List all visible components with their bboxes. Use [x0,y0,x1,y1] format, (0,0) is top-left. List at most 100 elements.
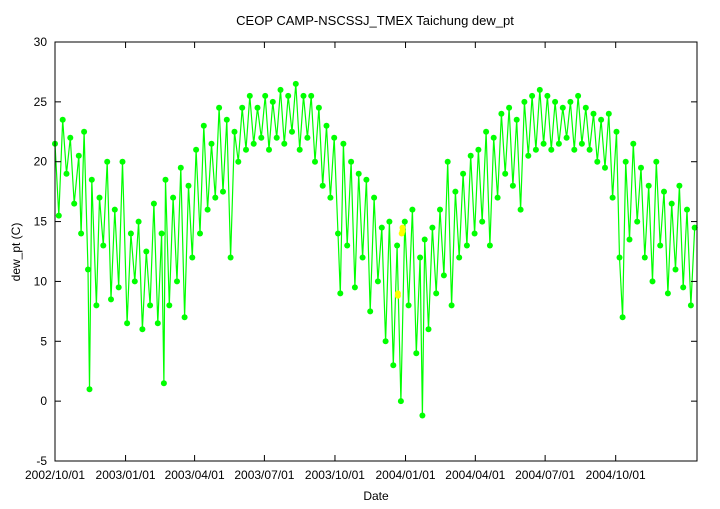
series-0-point [463,242,470,249]
series-0-point [490,134,497,141]
series-0-point [258,134,265,141]
series-0-point [235,158,242,165]
series-0-point [93,302,100,309]
series-0-point [337,290,344,297]
series-0-point [684,206,690,213]
series-0-point [262,92,269,99]
series-0-point [680,284,687,291]
series-0-point [131,278,138,285]
series-0-point [433,290,440,297]
series-0-point [475,146,482,153]
series-0-point [540,140,547,147]
series-0-point [371,194,378,201]
series-0-point [471,230,478,237]
series-0-point [344,242,351,249]
series-0-point [494,194,501,201]
y-axis-label: dew_pt (C) [9,223,23,282]
series-0-point [331,134,338,141]
series-0-point [586,146,593,153]
series-0-point [359,254,366,261]
x-tick-label: 2004/07/01 [515,468,575,482]
series-0-point [567,98,574,105]
series-0-point [691,224,698,231]
series-0-point [300,92,307,99]
series-0-point [413,350,420,357]
series-0-point [417,254,424,261]
series-0-point [653,158,660,165]
series-0-point [63,170,70,177]
series-0-point [75,152,82,159]
series-0-point [456,254,463,261]
series-0-point [277,86,284,93]
series-0-point [266,146,272,153]
series-0-point [483,128,490,135]
series-0-point [460,170,467,177]
series-0-point [452,188,459,195]
series-0-point [378,224,385,231]
series-0-point [177,164,184,171]
x-axis-label: Date [363,489,389,503]
series-0-point [119,158,126,165]
series-0-point [319,182,326,189]
series-0-point [269,98,276,105]
y-tick-label: 30 [34,35,48,49]
series-0-point [661,188,667,195]
series-0-point [96,194,103,201]
series-0-point [419,412,426,419]
series-0-point [582,104,589,111]
series-0-point [243,146,249,153]
x-tick-label: 2004/01/01 [375,468,435,482]
series-0-point [421,236,428,243]
series-0-point [645,182,652,189]
series-0-point [506,104,513,111]
series-0-point [135,218,142,225]
series-0-point [115,284,122,291]
series-0-point [664,290,671,297]
series-0-point [216,104,223,111]
series-0-point [100,242,107,249]
series-1-point [398,230,405,237]
series-0-point [672,266,679,273]
series-0-point [246,92,253,99]
series-0-point [355,170,362,177]
series-0-point [200,122,207,129]
series-0-point [124,320,131,327]
series-0-point [386,218,393,225]
series-0-point [552,98,559,105]
series-0-point [390,362,397,369]
series-0-point [613,128,620,135]
series-0-point [425,326,432,333]
series-0-point [220,188,226,195]
series-0-point [657,242,664,249]
series-0-point [429,224,436,231]
series-0-point [517,206,524,213]
series-0-point [285,92,292,99]
x-tick-label: 2002/10/01 [25,468,85,482]
series-0-point [88,176,95,183]
y-tick-label: 10 [34,274,48,288]
series-0-point [181,314,188,321]
series-0-point [509,182,516,189]
series-0-point [467,152,474,159]
series-0-point [348,158,355,165]
chart-title: CEOP CAMP-NSCSSJ_TMEX Taichung dew_pt [236,13,514,28]
y-tick-label: 25 [34,95,48,109]
series-0-point [616,254,623,261]
series-0-point [374,278,381,285]
series-0-point [513,116,520,123]
series-0-point [363,176,370,183]
series-0-point [626,236,633,243]
series-0-point [571,146,578,153]
series-0-point [315,104,322,111]
series-0-point [525,152,532,159]
x-tick-label: 2003/04/01 [165,468,225,482]
series-0-point [111,206,118,213]
series-0-point [602,164,608,171]
x-tick-label: 2003/01/01 [96,468,156,482]
series-0-point [578,140,585,147]
series-0-point [397,398,404,405]
x-tick-label: 2004/10/01 [586,468,646,482]
series-0-point [193,146,200,153]
series-0-point [197,230,203,237]
series-0-point [71,200,78,207]
